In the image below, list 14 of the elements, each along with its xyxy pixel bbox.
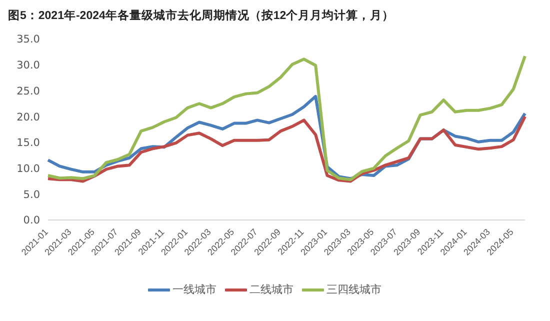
y-tick-label: 20.0 xyxy=(16,111,40,124)
legend-label: 三四线城市 xyxy=(326,282,382,297)
y-tick-label: 25.0 xyxy=(16,85,40,98)
y-tick-label: 0.0 xyxy=(23,214,40,227)
line-series xyxy=(46,115,526,183)
y-tick-label: 5.0 xyxy=(23,188,40,201)
chart-title: 图5：2021年-2024年各量级城市去化周期情况（按12个月月均计算，月） xyxy=(8,8,396,24)
line-series xyxy=(46,54,526,182)
y-tick-label: 10.0 xyxy=(16,163,40,176)
legend-label: 一线城市 xyxy=(172,282,216,297)
y-tick-label: 30.0 xyxy=(16,60,40,72)
legend-label: 二线城市 xyxy=(250,282,294,297)
y-tick-label: 15.0 xyxy=(16,137,40,150)
y-tick-label: 35.0 xyxy=(16,34,40,46)
